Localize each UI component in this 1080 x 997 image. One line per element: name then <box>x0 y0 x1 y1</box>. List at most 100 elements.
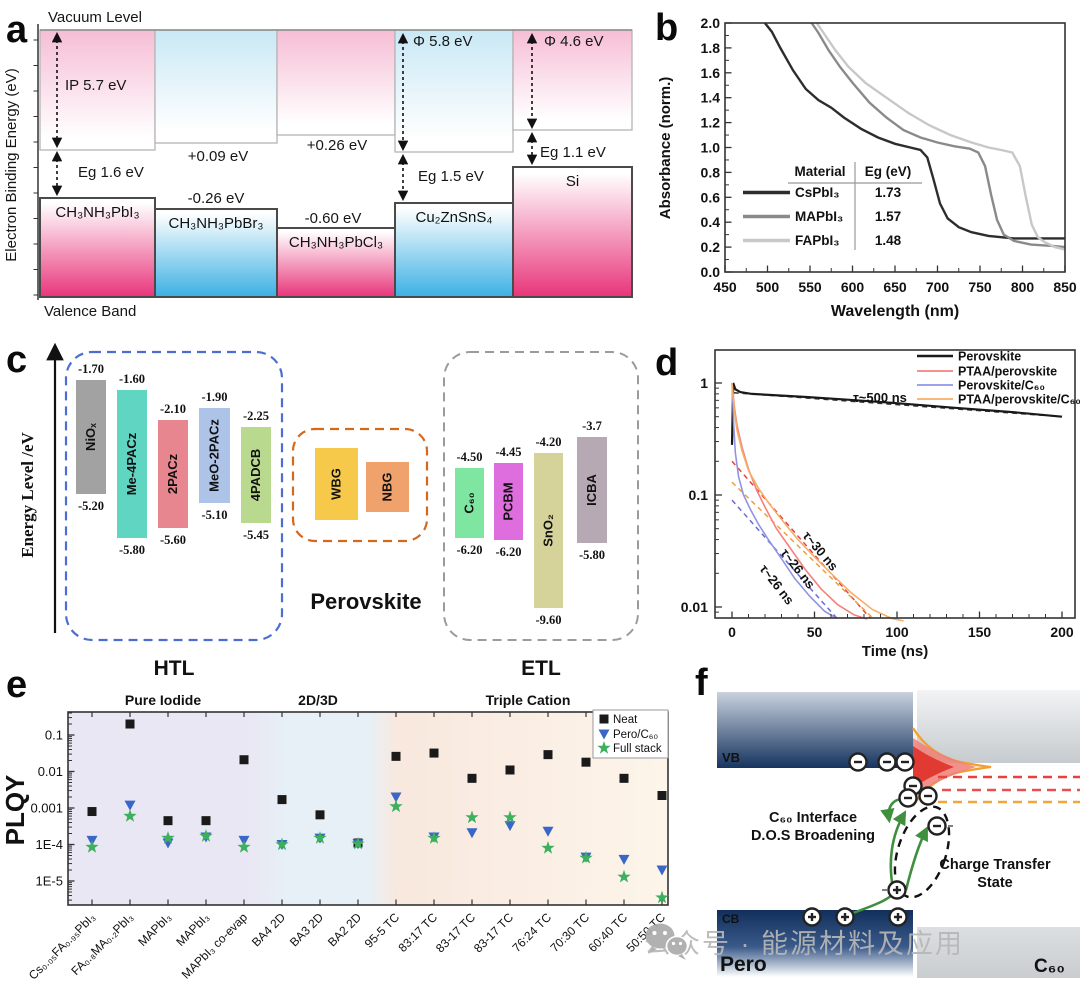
e-point-pero-c60 <box>618 854 630 865</box>
panel-c-letter: c <box>6 339 27 381</box>
e-category-label: 76:24 TC <box>509 910 554 955</box>
e-point-full-stack <box>541 841 555 854</box>
e-point-neat <box>315 810 325 820</box>
d-x-tick-label: 150 <box>968 624 992 640</box>
e-point-neat <box>543 750 553 760</box>
b-x-tick-label: 800 <box>1011 279 1035 295</box>
energy-bar-name: PCBM <box>501 482 516 520</box>
e-legend-label: Neat <box>613 714 638 726</box>
electron-icon <box>927 816 947 836</box>
panel-d-trpl-chart: d 1 0.1 0.01 0 50 100 150 200 Time (ns) Perovskit… <box>655 342 1080 660</box>
c-energy-bars: NiOₓ -1.70 -5.20 Me-4PACz -1.60 -5.80 2PACz -2.… <box>76 362 607 627</box>
b-y-tick-label: 0.2 <box>701 239 721 255</box>
b-x-tick-label: 700 <box>926 279 950 295</box>
e-point-neat <box>619 773 629 783</box>
e-point-pero-c60 <box>124 800 136 811</box>
e-point-neat <box>391 751 401 761</box>
energy-bar-top-value: -1.90 <box>201 390 227 404</box>
vb-offset-3: -0.60 eV <box>305 210 362 227</box>
e-category-label: 83-17 TC <box>471 910 516 955</box>
e-bg-pure-iodide <box>68 712 248 905</box>
etl-label: ETL <box>521 657 561 680</box>
transfer-arrow-up-2 <box>904 826 928 891</box>
e-point-neat <box>125 719 135 729</box>
b-x-tick-label: 550 <box>798 279 822 295</box>
e-point-full-stack <box>465 810 479 824</box>
d-y-tick-label: 0.01 <box>681 599 708 615</box>
a-y-axis-label: Electron Binding Energy (eV) <box>3 68 20 261</box>
e-plot-area: 0.10.010.0011E-41E-5Cs₀.₀₅FA₀.₉₅PbI₃FA₀.… <box>0 692 669 983</box>
c60-lower-band <box>917 927 1080 978</box>
d-x-tick-label: 0 <box>728 624 736 640</box>
phi4-label: Φ 5.8 eV <box>413 33 473 50</box>
dos-broadening-inner-curve <box>913 746 954 788</box>
d-legend-label: Perovskite/C₆₀ <box>958 379 1045 393</box>
band-column-lower <box>276 227 396 298</box>
e-category-label: 83-17 TC <box>433 910 478 955</box>
phi5-label: Φ 4.6 eV <box>544 33 604 50</box>
eg1-label: Eg 1.6 eV <box>78 164 144 181</box>
b-y-tick-label: 0.0 <box>701 264 721 280</box>
panel-e-plqy-chart: e 0.10.010.0011E-41E-5Cs₀.₀₅FA₀.₉₅PbI₃FA… <box>0 664 669 983</box>
b-table-header-material: Material <box>794 164 845 179</box>
b-x-tick-label: 650 <box>883 279 907 295</box>
e-point-pero-c60 <box>598 729 610 740</box>
energy-bar-name: C₆₀ <box>462 492 477 513</box>
material-label: Cu₂ZnSnS₄ <box>416 209 493 226</box>
e-y-tick-label: 0.1 <box>45 728 63 743</box>
hole-icon <box>888 907 908 927</box>
absorbance-curve <box>815 22 1066 251</box>
d-x-tick-label: 50 <box>807 624 823 640</box>
e-point-pero-c60 <box>504 821 516 832</box>
e-point-full-stack <box>389 799 403 813</box>
cts-caption-line2: State <box>977 875 1012 891</box>
e-point-neat <box>239 755 249 765</box>
panel-e-letter: e <box>6 664 27 706</box>
energy-bar-top-value: -2.25 <box>243 409 269 423</box>
energy-bar-top-value: -2.10 <box>160 402 186 416</box>
band-column-lower <box>512 166 633 298</box>
e-bg-transition-1 <box>248 712 288 905</box>
energy-bar-name: ICBA <box>584 474 599 506</box>
e-point-neat <box>429 748 439 758</box>
e-point-pero-c60 <box>656 865 668 876</box>
energy-bar-name: NiOₓ <box>83 423 98 451</box>
e-legend-label: Pero/C₆₀ <box>613 729 658 741</box>
e-category-label: 60:40 TC <box>585 910 630 955</box>
energy-bar-bottom-value: -5.20 <box>78 499 104 513</box>
valence-band-label: Valence Band <box>44 303 136 320</box>
absorbance-curve <box>763 22 1065 240</box>
e-point-full-stack <box>313 831 327 844</box>
htl-group-box <box>64 350 284 642</box>
trpl-decay-curve <box>731 382 904 622</box>
hole-icon <box>887 880 907 900</box>
d-legend-label: PTAA/perovskite/C₆₀ <box>958 393 1080 407</box>
e-point-neat <box>467 773 477 783</box>
electron-icon <box>877 752 897 772</box>
energy-level-bar <box>76 380 106 494</box>
panel-b-absorbance-chart: b 450 500 550 600 650 700 750 800 850 0.0 0.2 0.4 0.… <box>655 7 1077 320</box>
energy-bar-top-value: -4.20 <box>535 435 561 449</box>
energy-bar-top-value: -1.70 <box>78 362 104 376</box>
energy-bar-top-value: -4.45 <box>495 445 521 459</box>
e-point-full-stack <box>503 810 517 824</box>
b-y-tick-label: 1.4 <box>701 90 721 106</box>
e-y-tick-label: 1E-4 <box>36 837 63 852</box>
perovskite-group-box <box>291 427 429 543</box>
e-category-label: MAPbI₃ <box>135 910 174 949</box>
trpl-decay-curve <box>731 382 837 619</box>
e-point-full-stack <box>199 829 213 842</box>
panel-d-letter: d <box>655 342 678 384</box>
e-point-full-stack <box>617 869 631 883</box>
e-point-full-stack <box>237 840 251 853</box>
cb-offset-2: +0.09 eV <box>188 148 248 165</box>
e-legend-label: Full stack <box>613 743 662 755</box>
e-category-label: MAPbI₃ co-evap <box>179 910 251 982</box>
b-y-tick-label: 0.4 <box>701 214 721 230</box>
energy-bar-name: 2PACz <box>165 453 180 494</box>
e-y-tick-label: 0.001 <box>30 801 63 816</box>
b-y-tick-label: 0.8 <box>701 164 721 180</box>
charge-transfer-ellipse <box>893 805 951 899</box>
d-legend-label: PTAA/perovskite <box>958 365 1057 379</box>
b-x-tick-label: 600 <box>841 279 865 295</box>
